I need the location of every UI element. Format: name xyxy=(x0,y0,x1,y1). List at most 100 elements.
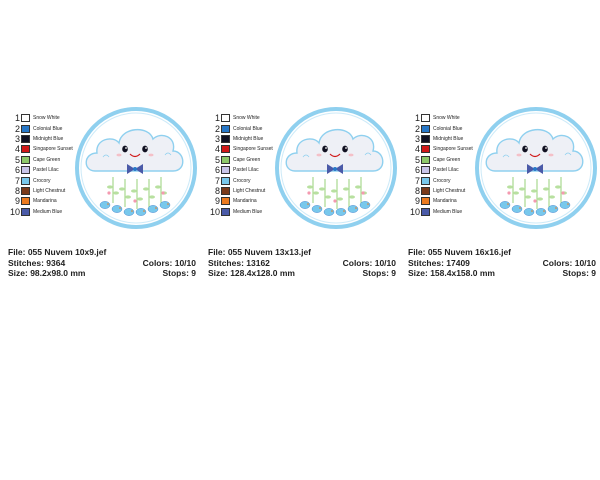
thread-number: 3 xyxy=(214,133,220,144)
color-swatch xyxy=(21,207,30,216)
color-swatch xyxy=(21,155,30,164)
legend-row: 2 Colonial Blue xyxy=(208,123,278,134)
thread-number: 4 xyxy=(14,144,20,155)
design-panel-3: 1 Snow White 2 Colonial Blue 3 Midnight Blue 4… xyxy=(408,105,600,285)
legend-row: 4 Singapore Sunset xyxy=(408,144,478,154)
color-swatch xyxy=(421,197,430,206)
design-size: Size: 98.2x98.0 mm xyxy=(8,268,86,278)
thread-number: 5 xyxy=(414,154,420,165)
legend-row: 3 Midnight Blue xyxy=(8,134,78,144)
thread-number: 9 xyxy=(414,196,420,207)
file-info: File: 055 Nuvem 13x13.jef Stitches: 1316… xyxy=(208,247,396,279)
thread-name: Cape Green xyxy=(33,156,61,163)
embroidery-design-image xyxy=(275,107,397,229)
thread-number: 7 xyxy=(214,175,220,186)
thread-number: 10 xyxy=(9,206,20,217)
legend-row: 9 Mandarina xyxy=(408,196,478,206)
thread-name: Pastel Lilac xyxy=(233,167,259,174)
thread-name: Light Chestnut xyxy=(33,187,66,194)
design-size: Size: 158.4x158.0 mm xyxy=(408,268,495,278)
color-swatch xyxy=(221,134,230,143)
thread-number: 4 xyxy=(214,144,220,155)
legend-row: 3 Midnight Blue xyxy=(408,134,478,144)
legend-row: 9 Mandarina xyxy=(208,196,278,206)
legend-row: 5 Cape Green xyxy=(408,155,478,165)
embroidery-design-image xyxy=(75,107,197,229)
color-swatch xyxy=(221,186,230,195)
embroidery-design-image xyxy=(475,107,597,229)
legend-row: 7 Crocory xyxy=(8,175,78,186)
color-swatch xyxy=(421,145,430,154)
color-count: Colors: 10/10 xyxy=(142,257,196,268)
stop-count: Stops: 9 xyxy=(162,268,196,278)
thread-number: 9 xyxy=(214,196,220,207)
legend-row: 6 Pastel Lilac xyxy=(208,165,278,175)
legend-row: 10 Medium Blue xyxy=(208,207,278,217)
thread-name: Crocory xyxy=(33,177,51,184)
color-count: Colors: 10/10 xyxy=(542,257,596,268)
thread-number: 10 xyxy=(209,206,220,217)
color-swatch xyxy=(221,114,230,123)
color-swatch xyxy=(421,166,430,175)
thread-name: Medium Blue xyxy=(33,208,63,215)
thread-number: 8 xyxy=(214,185,220,196)
color-swatch xyxy=(421,207,430,216)
legend-row: 2 Colonial Blue xyxy=(408,123,478,134)
design-size: Size: 128.4x128.0 mm xyxy=(208,268,295,278)
color-swatch xyxy=(21,176,30,185)
color-swatch xyxy=(21,134,30,143)
thread-name: Singapore Sunset xyxy=(433,146,473,153)
design-panel-1: 1 Snow White 2 Colonial Blue 3 Midnight Blue 4… xyxy=(8,105,204,285)
thread-name: Medium Blue xyxy=(233,208,263,215)
legend-row: 5 Cape Green xyxy=(8,155,78,165)
thread-number: 3 xyxy=(414,133,420,144)
legend-row: 2 Colonial Blue xyxy=(8,123,78,134)
color-swatch xyxy=(221,124,230,133)
thread-name: Light Chestnut xyxy=(233,187,266,194)
stitch-count: Stitches: 17409 xyxy=(408,257,470,268)
thread-name: Colonial Blue xyxy=(233,125,263,132)
color-swatch xyxy=(421,134,430,143)
color-legend: 1 Snow White 2 Colonial Blue 3 Midnight Blue 4… xyxy=(408,113,478,217)
thread-name: Singapore Sunset xyxy=(233,146,273,153)
thread-name: Cape Green xyxy=(433,156,461,163)
thread-number: 1 xyxy=(214,113,220,124)
file-info: File: 055 Nuvem 10x9.jef Stitches: 9364 C… xyxy=(8,247,196,279)
thread-number: 6 xyxy=(214,165,220,176)
stop-count: Stops: 9 xyxy=(362,268,396,278)
color-swatch xyxy=(21,166,30,175)
color-count: Colors: 10/10 xyxy=(342,257,396,268)
thread-number: 6 xyxy=(14,165,20,176)
color-swatch xyxy=(21,197,30,206)
color-legend: 1 Snow White 2 Colonial Blue 3 Midnight Blue 4… xyxy=(8,113,78,217)
thread-number: 3 xyxy=(14,133,20,144)
thread-name: Pastel Lilac xyxy=(33,167,59,174)
thread-number: 9 xyxy=(14,196,20,207)
legend-row: 6 Pastel Lilac xyxy=(408,165,478,175)
legend-row: 10 Medium Blue xyxy=(8,207,78,217)
thread-name: Crocory xyxy=(433,177,451,184)
design-panel-2: 1 Snow White 2 Colonial Blue 3 Midnight Blue 4… xyxy=(208,105,404,285)
thread-name: Crocory xyxy=(233,177,251,184)
thread-name: Colonial Blue xyxy=(433,125,463,132)
legend-row: 1 Snow White xyxy=(8,113,78,123)
legend-row: 8 Light Chestnut xyxy=(8,186,78,196)
thread-name: Mandarina xyxy=(33,198,57,205)
thread-number: 5 xyxy=(214,154,220,165)
color-swatch xyxy=(421,186,430,195)
legend-row: 4 Singapore Sunset xyxy=(208,144,278,154)
stitch-count: Stitches: 9364 xyxy=(8,257,66,268)
color-swatch xyxy=(421,176,430,185)
thread-name: Snow White xyxy=(233,115,260,122)
thread-name: Mandarina xyxy=(233,198,257,205)
color-swatch xyxy=(221,166,230,175)
color-legend: 1 Snow White 2 Colonial Blue 3 Midnight Blue 4… xyxy=(208,113,278,217)
thread-number: 6 xyxy=(414,165,420,176)
thread-name: Midnight Blue xyxy=(33,135,64,142)
stop-count: Stops: 9 xyxy=(562,268,596,278)
legend-row: 8 Light Chestnut xyxy=(408,186,478,196)
thread-number: 8 xyxy=(14,185,20,196)
color-swatch xyxy=(221,207,230,216)
thread-name: Singapore Sunset xyxy=(33,146,73,153)
legend-row: 7 Crocory xyxy=(208,175,278,186)
